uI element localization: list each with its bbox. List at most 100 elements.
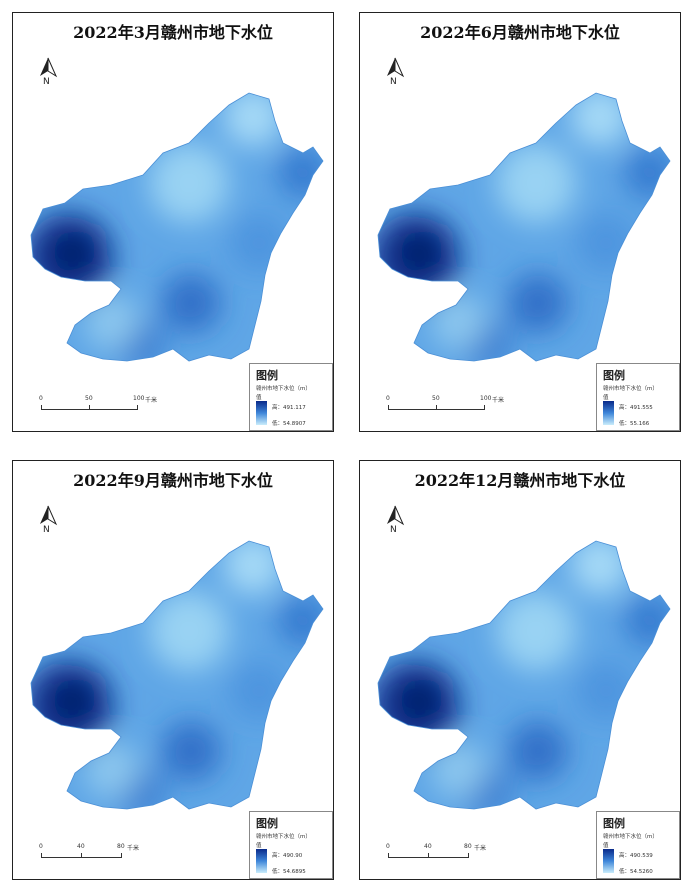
water-level-zone-7 [223, 541, 283, 595]
legend-high: 高：490.539 [619, 853, 653, 859]
north-arrow-icon: N [37, 57, 59, 91]
north-arrow-icon: N [384, 505, 406, 539]
water-level-zone-6 [496, 143, 576, 223]
scale-bar: 0 50 100 千米 [382, 395, 505, 423]
legend: 图例 赣州市地下水位（m） 值 高：490.539 低：54.5260 [596, 811, 680, 879]
legend-high: 高：491.117 [272, 405, 306, 411]
scale-tick-1: 40 [77, 843, 85, 850]
legend-title: 图例 [256, 817, 278, 830]
north-label: N [390, 77, 397, 87]
map-panel-september: 2022年9月赣州市地下水位 N 0 40 80 千米 图例 赣州市地下水位（m… [12, 460, 334, 880]
legend-value-label: 值 [256, 843, 262, 849]
water-level-zone-6 [496, 591, 576, 671]
legend-color-ramp [256, 401, 267, 425]
legend-value-label: 值 [256, 395, 262, 401]
scale-tick-2: 100 [133, 395, 145, 402]
legend-subtitle: 赣州市地下水位（m） [603, 386, 658, 392]
legend-high: 高：490.90 [272, 853, 303, 859]
legend: 图例 赣州市地下水位（m） 值 高：491.117 低：54.8907 [249, 363, 333, 431]
water-level-zone-1 [53, 233, 93, 273]
city-boundary [30, 92, 324, 362]
city-boundary [377, 540, 671, 810]
north-label: N [43, 525, 50, 535]
legend-low: 低：54.8907 [272, 421, 306, 427]
scale-bar: 0 50 100 千米 [35, 395, 158, 423]
legend-color-ramp [256, 849, 267, 873]
water-level-zone-2 [161, 721, 221, 781]
legend-subtitle: 赣州市地下水位（m） [603, 834, 658, 840]
north-label: N [390, 525, 397, 535]
scale-tick-2: 100 [480, 395, 492, 402]
legend-color-ramp [603, 849, 614, 873]
groundwater-map [30, 540, 324, 810]
map-title: 2022年12月赣州市地下水位 [414, 471, 626, 490]
water-level-zone-6 [149, 143, 229, 223]
legend-title: 图例 [256, 369, 278, 382]
legend-title: 图例 [603, 817, 625, 830]
legend-title: 图例 [603, 369, 625, 382]
water-level-zone-7 [570, 541, 630, 595]
legend-high: 高：491.555 [619, 405, 653, 411]
scale-tick-0: 0 [386, 843, 390, 850]
groundwater-map [377, 92, 671, 362]
water-level-zone-7 [570, 93, 630, 147]
north-label: N [43, 77, 50, 87]
scale-bar: 0 40 80 千米 [35, 843, 155, 871]
legend-low: 低：55.166 [619, 421, 650, 427]
legend-subtitle: 赣州市地下水位（m） [256, 386, 311, 392]
water-level-zone-1 [400, 681, 440, 721]
scale-bar: 0 40 80 千米 [382, 843, 502, 871]
scale-unit: 千米 [127, 845, 140, 852]
groundwater-map [30, 92, 324, 362]
water-level-zone-4 [624, 595, 670, 647]
water-level-zone-1 [53, 681, 93, 721]
water-level-zone-7 [223, 93, 283, 147]
scale-tick-0: 0 [39, 395, 43, 402]
legend-value-label: 值 [603, 843, 609, 849]
water-level-zone-8 [432, 743, 488, 799]
scale-tick-2: 80 [117, 843, 125, 850]
water-level-zone-5 [229, 661, 289, 721]
legend-value-label: 值 [603, 395, 609, 401]
scale-unit: 千米 [492, 397, 505, 404]
map-panel-june: 2022年6月赣州市地下水位 N 0 50 100 千米 图例 赣州市地下水位（… [359, 12, 681, 432]
legend-subtitle: 赣州市地下水位（m） [256, 834, 311, 840]
water-level-zone-8 [85, 743, 141, 799]
scale-tick-1: 40 [424, 843, 432, 850]
legend: 图例 赣州市地下水位（m） 值 高：490.90 低：54.6895 [249, 811, 333, 879]
water-level-zone-4 [624, 147, 670, 199]
water-level-zone-2 [161, 273, 221, 333]
scale-tick-2: 80 [464, 843, 472, 850]
legend: 图例 赣州市地下水位（m） 值 高：491.555 低：55.166 [596, 363, 680, 431]
city-boundary [30, 540, 324, 810]
water-level-zone-5 [229, 213, 289, 273]
map-title: 2022年3月赣州市地下水位 [73, 23, 273, 42]
north-arrow-icon: N [384, 57, 406, 91]
water-level-zone-5 [576, 661, 636, 721]
scale-unit: 千米 [145, 397, 158, 404]
water-level-zone-2 [508, 273, 568, 333]
water-level-zone-1 [400, 233, 440, 273]
water-level-zone-8 [85, 295, 141, 351]
map-panel-december: 2022年12月赣州市地下水位 N 0 40 80 千米 图例 赣州市地下水位（… [359, 460, 681, 880]
scale-tick-1: 50 [85, 395, 93, 402]
scale-unit: 千米 [474, 845, 487, 852]
scale-tick-0: 0 [39, 843, 43, 850]
legend-low: 低：54.6895 [272, 869, 306, 875]
map-title: 2022年6月赣州市地下水位 [420, 23, 620, 42]
water-level-zone-2 [508, 721, 568, 781]
city-boundary [377, 92, 671, 362]
map-title: 2022年9月赣州市地下水位 [73, 471, 273, 490]
water-level-zone-6 [149, 591, 229, 671]
north-arrow-icon: N [37, 505, 59, 539]
map-panel-march: 2022年3月赣州市地下水位 N 0 50 100 千米 图例 赣州市地下水位（… [12, 12, 334, 432]
water-level-zone-5 [576, 213, 636, 273]
groundwater-map [377, 540, 671, 810]
scale-tick-0: 0 [386, 395, 390, 402]
legend-low: 低：54.5260 [619, 869, 653, 875]
legend-color-ramp [603, 401, 614, 425]
water-level-zone-4 [277, 595, 323, 647]
water-level-zone-4 [277, 147, 323, 199]
scale-tick-1: 50 [432, 395, 440, 402]
water-level-zone-8 [432, 295, 488, 351]
